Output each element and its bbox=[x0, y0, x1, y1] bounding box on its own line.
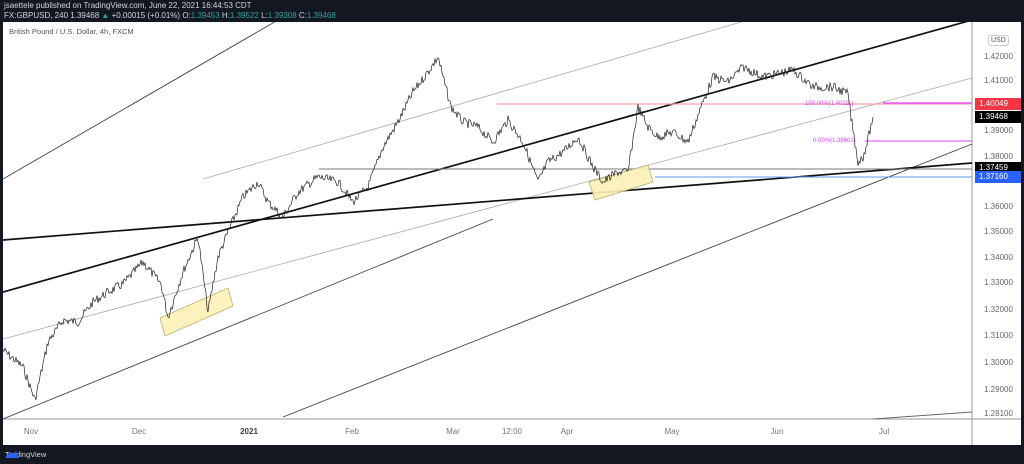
channel-upper-line bbox=[3, 22, 276, 180]
highlight-box-apr bbox=[588, 164, 654, 201]
low-label: L: bbox=[261, 11, 268, 20]
symbol-name: FX:GBPUSD, 240 bbox=[4, 11, 69, 20]
price-axis-label: 1.42000 bbox=[984, 52, 1013, 61]
price-axis-label: 1.35000 bbox=[984, 227, 1013, 236]
high-value: 1.39522 bbox=[229, 11, 259, 20]
price-axis-label: 1.28100 bbox=[984, 409, 1013, 418]
tradingview-logo-icon bbox=[5, 451, 19, 458]
price-axis-label: 1.34000 bbox=[984, 253, 1013, 262]
trendline-flat bbox=[3, 162, 973, 241]
open-value: 1.39453 bbox=[190, 11, 220, 20]
channel-lower-mid-line bbox=[282, 143, 973, 418]
currency-button[interactable]: USD bbox=[988, 35, 1009, 46]
price-axis-label: 1.31000 bbox=[984, 331, 1013, 340]
low-value: 1.39308 bbox=[267, 11, 297, 20]
price-tag: 1.37160 bbox=[975, 171, 1021, 183]
highlight-box-dec bbox=[159, 287, 234, 337]
tradingview-footer: TradingView bbox=[5, 450, 46, 459]
fib-100-label: 100.00%(1.40111) bbox=[805, 101, 854, 107]
time-axis-label: May bbox=[664, 427, 680, 436]
price-axis-label: 1.30000 bbox=[984, 358, 1013, 367]
time-axis-label: Mar bbox=[446, 427, 460, 436]
price-axis-label: 1.29000 bbox=[984, 385, 1013, 394]
price-axis-label: 1.33000 bbox=[984, 278, 1013, 287]
chart-area[interactable]: British Pound / U.S. Dollar, 4h, FXCM US… bbox=[3, 22, 1021, 445]
time-axis-label: Jul bbox=[878, 427, 890, 436]
publisher-line: jsaettele published on TradingView.com, … bbox=[4, 1, 252, 10]
price-axis-label: 1.32000 bbox=[984, 305, 1013, 314]
time-axis-label: Dec bbox=[131, 427, 147, 436]
close-label: C: bbox=[298, 11, 307, 20]
time-axis-label: Jun bbox=[770, 427, 784, 436]
price-change: +0.00015 (+0.01%) bbox=[111, 11, 181, 20]
last-price: 1.39468 bbox=[70, 11, 100, 20]
trendline-major bbox=[3, 22, 969, 293]
bottom-right-line bbox=[872, 411, 973, 420]
price-chart-svg[interactable] bbox=[3, 22, 1021, 445]
channel-bottom-line bbox=[3, 218, 494, 420]
open-label: O: bbox=[182, 11, 191, 20]
price-axis-label: 1.39000 bbox=[984, 126, 1013, 135]
time-axis-label: 2021 bbox=[240, 427, 258, 436]
chart-legend: British Pound / U.S. Dollar, 4h, FXCM bbox=[9, 27, 134, 36]
close-value: 1.39468 bbox=[306, 11, 336, 20]
header-bar: jsaettele published on TradingView.com, … bbox=[0, 0, 1024, 22]
price-axis-label: 1.36000 bbox=[984, 202, 1013, 211]
time-axis-label: 12:00 bbox=[501, 427, 523, 436]
price-line bbox=[3, 57, 874, 401]
high-label: H: bbox=[221, 11, 230, 20]
channel-mid-upper-line bbox=[202, 22, 743, 180]
time-axis-label: Nov bbox=[23, 427, 39, 436]
time-axis-label: Apr bbox=[560, 427, 574, 436]
channel-mid-line bbox=[3, 77, 973, 340]
price-tag: 1.40049 bbox=[975, 98, 1021, 110]
price-axis-label: 1.38000 bbox=[984, 152, 1013, 161]
symbol-ohlc-line: FX:GBPUSD, 240 1.39468 ▲ +0.00015 (+0.01… bbox=[4, 11, 336, 21]
up-triangle-icon: ▲ bbox=[101, 11, 110, 20]
time-axis-label: Feb bbox=[345, 427, 359, 436]
price-tag: 1.39468 bbox=[975, 111, 1021, 123]
fib-0-label: 0.00%(1.38602) bbox=[813, 138, 856, 144]
price-axis-label: 1.41000 bbox=[984, 76, 1013, 85]
brand-name: TradingView bbox=[5, 450, 47, 459]
